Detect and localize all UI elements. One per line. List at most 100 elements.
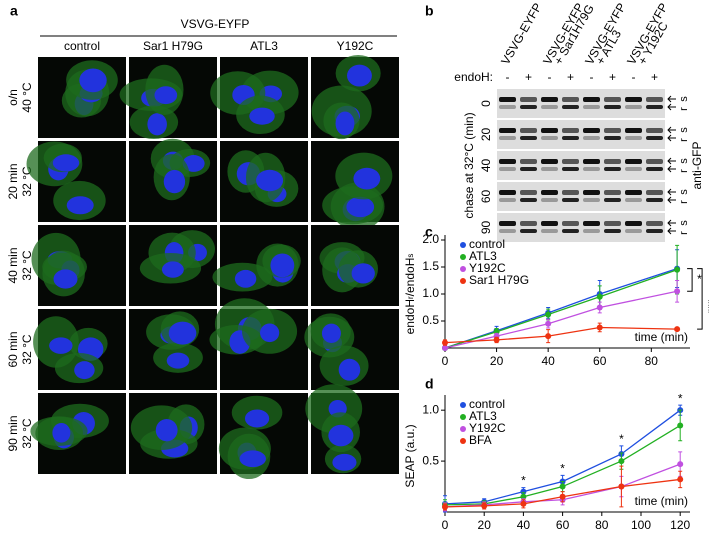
x-tick-label: 20	[490, 354, 504, 368]
data-point	[674, 288, 681, 295]
band-label: r	[678, 200, 690, 204]
band	[499, 128, 516, 133]
band	[646, 128, 663, 133]
x-tick-label: 60	[556, 518, 570, 532]
band	[520, 198, 537, 202]
band-arrow	[667, 196, 676, 204]
nucleus	[154, 86, 178, 105]
band	[541, 221, 558, 226]
panel-label: c	[425, 224, 433, 240]
band	[583, 198, 600, 202]
band-label: s	[678, 127, 690, 133]
data-point	[545, 320, 552, 327]
band	[646, 105, 663, 109]
band	[562, 167, 579, 171]
endoh-sign: -	[506, 70, 510, 84]
band-arrow	[667, 227, 676, 235]
legend-marker	[460, 254, 466, 260]
data-point	[618, 458, 625, 465]
band	[604, 167, 621, 171]
nucleus	[166, 352, 190, 369]
band	[646, 221, 663, 226]
band	[541, 97, 558, 102]
band	[562, 159, 579, 164]
x-axis-label: time (min)	[635, 494, 688, 508]
x-tick-label: 0	[442, 518, 449, 532]
row-label: 32 °C	[20, 250, 34, 280]
band	[583, 221, 600, 226]
endoh-sign: -	[548, 70, 552, 84]
band	[625, 221, 642, 226]
x-tick-label: 0	[442, 354, 449, 368]
nucleus	[256, 169, 284, 192]
row-label: 60 min	[6, 331, 20, 367]
legend-marker	[460, 278, 466, 284]
band-label: r	[678, 107, 690, 111]
significance: *	[697, 272, 702, 286]
band	[562, 128, 579, 133]
nucleus	[249, 107, 275, 125]
band	[541, 105, 558, 109]
band	[604, 105, 621, 109]
band	[499, 221, 516, 226]
row-label: 40 min	[6, 247, 20, 283]
band	[499, 167, 516, 171]
nucleus	[161, 261, 184, 278]
legend-marker	[460, 402, 466, 408]
column-label: Y192C	[337, 39, 374, 53]
column-label: control	[64, 39, 100, 53]
data-point	[596, 324, 603, 331]
nucleus	[234, 269, 257, 288]
band	[583, 136, 600, 140]
band-label: s	[678, 158, 690, 164]
significance: *	[619, 432, 624, 446]
band	[625, 229, 642, 233]
data-point	[559, 483, 566, 490]
data-point	[481, 502, 488, 509]
band-arrow	[667, 157, 676, 165]
x-tick-label: 40	[517, 518, 531, 532]
band	[520, 229, 537, 233]
band	[562, 105, 579, 109]
band-arrow	[667, 134, 676, 142]
data-point	[677, 461, 684, 468]
legend-label: Sar1 H79G	[469, 273, 529, 287]
band	[604, 198, 621, 202]
band-arrow	[667, 188, 676, 196]
data-point	[545, 311, 552, 318]
nucleus	[321, 323, 341, 343]
significance: ***	[701, 299, 709, 313]
endoh-sign: +	[525, 70, 532, 84]
band	[583, 128, 600, 133]
row-label: o/n	[6, 89, 20, 106]
legend-label: control	[469, 237, 505, 251]
band	[499, 198, 516, 202]
band	[583, 159, 600, 164]
panel-label: b	[425, 3, 434, 19]
x-tick-label: 60	[593, 354, 607, 368]
band	[562, 221, 579, 226]
nucleus	[52, 423, 71, 443]
band	[604, 190, 621, 195]
band	[541, 128, 558, 133]
row-label: 20 min	[6, 163, 20, 199]
endoh-sign: +	[651, 70, 658, 84]
band	[562, 136, 579, 140]
band	[499, 190, 516, 195]
row-label: 32 °C	[20, 334, 34, 364]
band	[646, 167, 663, 171]
endoh-sign: +	[567, 70, 574, 84]
band	[562, 198, 579, 202]
y-axis-label-part: /endoH	[403, 258, 417, 297]
band	[604, 159, 621, 164]
band	[541, 136, 558, 140]
nucleus	[155, 419, 178, 442]
legend-marker	[460, 242, 466, 248]
band-label: r	[678, 231, 690, 235]
band	[646, 97, 663, 102]
band	[646, 190, 663, 195]
legend-marker	[460, 426, 466, 432]
band	[562, 190, 579, 195]
nucleus	[332, 453, 357, 471]
series-line	[444, 478, 681, 508]
